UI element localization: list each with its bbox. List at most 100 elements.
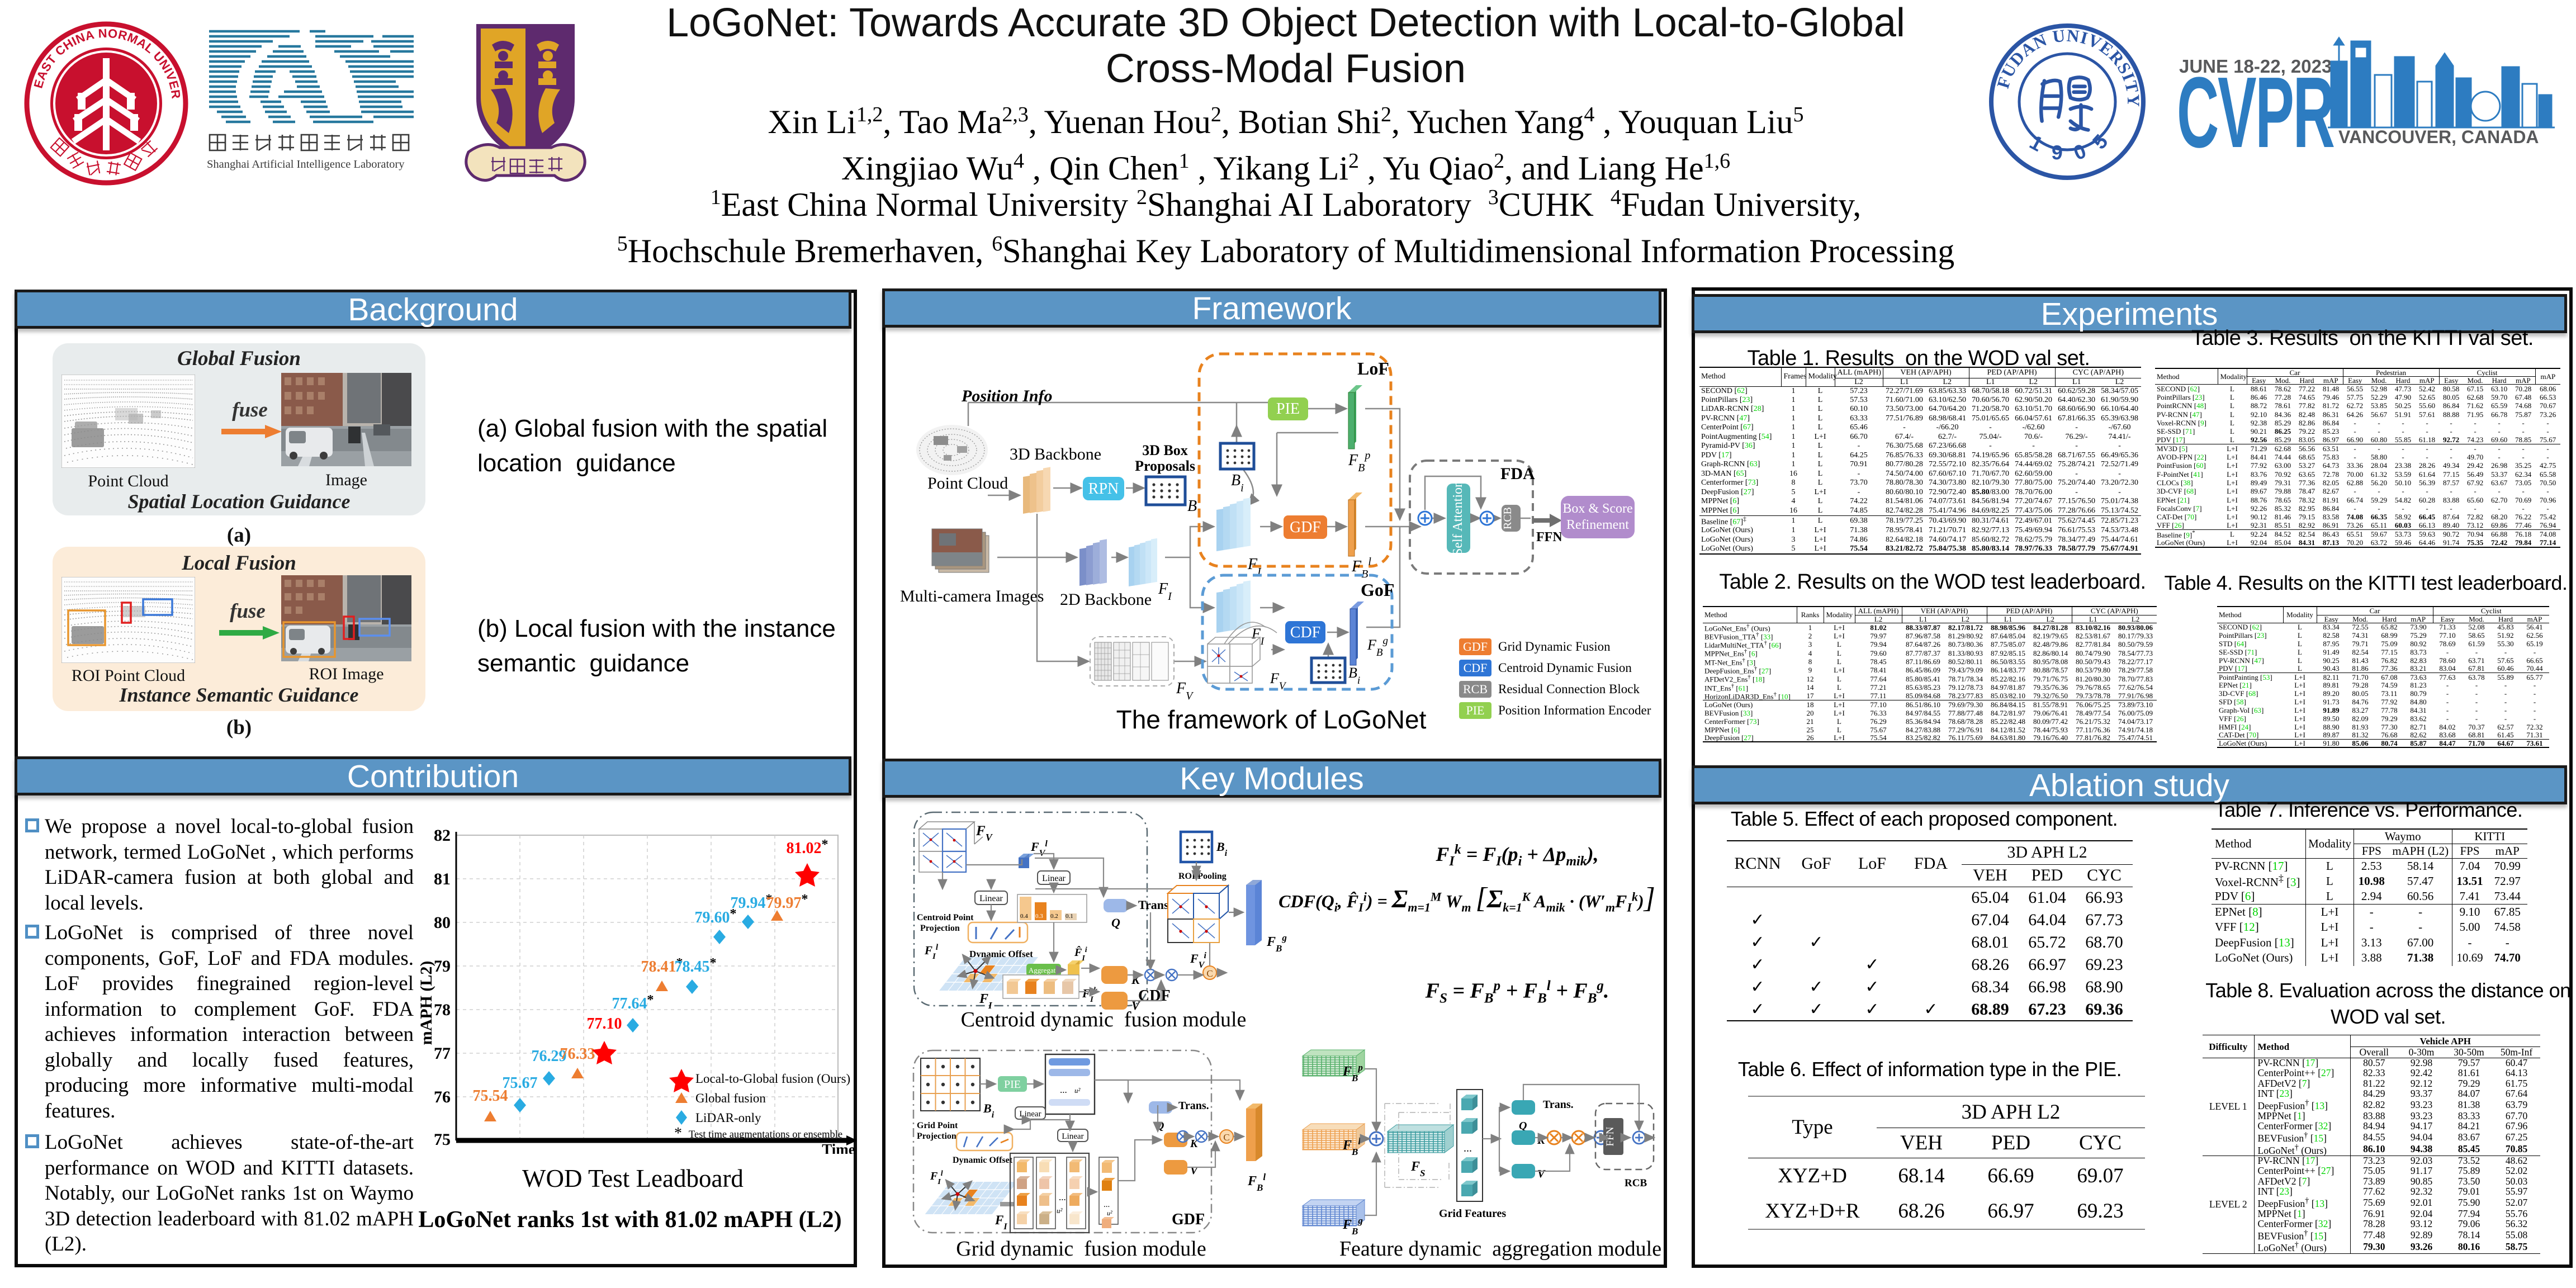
svg-text:GoF: GoF (1361, 580, 1394, 600)
svg-text:Bi: Bi (1231, 472, 1244, 494)
svg-text:Global fusion: Global fusion (695, 1091, 766, 1105)
svg-text:Grid Features: Grid Features (1439, 1208, 1506, 1220)
svg-text:75.67: 75.67 (503, 1074, 538, 1092)
svg-text:LiDAR-only: LiDAR-only (695, 1111, 761, 1125)
svg-text:V: V (1131, 998, 1141, 1012)
svg-text:CVPR: CVPR (2177, 57, 2334, 157)
svg-text:...: ... (1104, 1200, 1110, 1209)
svg-text:RCB: RCB (1463, 682, 1488, 696)
svg-text:FDA: FDA (1500, 465, 1535, 483)
svg-text:0.2: 0.2 (1050, 913, 1058, 920)
svg-text:FIk: FIk (1082, 986, 1098, 1004)
svg-text:3D Backbone: 3D Backbone (1010, 445, 1101, 463)
svg-text:V: V (1190, 1164, 1199, 1177)
svg-text:FBl: FBl (1247, 1172, 1266, 1193)
svg-text:Time: Time (822, 1141, 855, 1154)
svg-text:76: 76 (434, 1088, 451, 1106)
svg-text:77: 77 (434, 1044, 451, 1063)
svg-text:81: 81 (434, 870, 451, 888)
svg-text:Local-to-Global fusion (Ours): Local-to-Global fusion (Ours) (695, 1072, 850, 1086)
svg-text:PIE: PIE (1004, 1078, 1021, 1091)
svg-text:Position Information Encoder: Position Information Encoder (1498, 703, 1651, 717)
svg-text:Grid Dynamic Fusion: Grid Dynamic Fusion (1498, 640, 1611, 654)
svg-text:0.1: 0.1 (1066, 913, 1073, 920)
svg-text:GDF: GDF (1463, 640, 1488, 654)
svg-text:*: * (674, 1125, 682, 1142)
svg-text:Centroid Dynamic Fusion: Centroid Dynamic Fusion (1498, 661, 1632, 675)
svg-text:CDF: CDF (1290, 624, 1320, 641)
svg-text:Self Attention: Self Attention (1451, 481, 1465, 556)
svg-text:79: 79 (434, 957, 451, 976)
svg-text:FFN: FFN (1604, 1126, 1616, 1146)
svg-text:Linear: Linear (1042, 874, 1066, 883)
svg-text:u²: u² (1107, 1209, 1112, 1217)
svg-text:Point Cloud: Point Cloud (927, 474, 1008, 493)
svg-text:GDF: GDF (1290, 519, 1321, 536)
svg-text:75: 75 (434, 1130, 451, 1149)
svg-text:77.10: 77.10 (587, 1015, 622, 1033)
svg-text:78.41*: 78.41* (641, 956, 683, 976)
svg-text:Centroid Point: Centroid Point (917, 913, 974, 922)
svg-text:JUNE 18-22, 2023: JUNE 18-22, 2023 (2179, 56, 2332, 77)
svg-text:C: C (1206, 968, 1213, 979)
svg-text:Projection: Projection (920, 924, 960, 933)
svg-text:PIE: PIE (1276, 400, 1300, 418)
svg-text:RPN: RPN (1088, 480, 1119, 498)
svg-text:FIl: FIl (924, 943, 939, 961)
svg-text:mAPH (L2): mAPH (L2) (417, 961, 435, 1045)
svg-text:Multi-camera Images: Multi-camera Images (900, 587, 1044, 605)
svg-text:77.64*: 77.64* (612, 993, 654, 1012)
svg-text:80: 80 (434, 913, 451, 932)
svg-text:76.29: 76.29 (532, 1048, 567, 1065)
svg-text:FV: FV (1176, 680, 1194, 702)
svg-text:FBg: FBg (1367, 635, 1388, 659)
svg-text:Bi: Bi (983, 1101, 995, 1120)
svg-text:FVl: FVl (1030, 839, 1048, 858)
svg-text:V: V (1537, 1168, 1546, 1180)
svg-text:0.3: 0.3 (1035, 913, 1043, 920)
svg-text:78.45*: 78.45* (675, 956, 717, 976)
svg-text:79.94*: 79.94* (731, 892, 773, 912)
svg-text:RCB: RCB (1625, 1177, 1647, 1189)
svg-text:Refinement: Refinement (1566, 518, 1629, 532)
svg-text:ROI Pooling: ROI Pooling (1178, 872, 1227, 881)
svg-text:Trans.: Trans. (1178, 1100, 1209, 1112)
svg-text:Q: Q (1111, 916, 1120, 930)
svg-text:FI: FI (995, 1213, 1007, 1232)
svg-text:0.4: 0.4 (1020, 913, 1028, 920)
svg-text:Projection: Projection (917, 1131, 956, 1141)
svg-text:Dynamic Offset: Dynamic Offset (953, 1156, 1013, 1165)
svg-text:Test time augmentations or ens: Test time augmentations or ensemble (689, 1129, 842, 1140)
svg-text:82: 82 (434, 826, 451, 845)
svg-text:Aggregate: Aggregate (1029, 966, 1059, 974)
svg-text:FIl: FIl (930, 1169, 943, 1186)
svg-text:78: 78 (434, 1001, 451, 1019)
svg-text:Box & Score: Box & Score (1562, 501, 1632, 516)
svg-text:Trans.: Trans. (1138, 898, 1172, 912)
svg-text:u²: u² (1074, 1086, 1081, 1095)
svg-text:76.33: 76.33 (560, 1045, 595, 1063)
svg-text:Linear: Linear (1019, 1110, 1041, 1119)
svg-text:PIE: PIE (1466, 703, 1485, 717)
svg-text:2D Backbone: 2D Backbone (1060, 590, 1152, 609)
svg-text:Grid Point: Grid Point (917, 1121, 958, 1130)
svg-text:...: ... (1464, 1142, 1472, 1154)
svg-text:Residual Connection Block: Residual Connection Block (1498, 682, 1640, 696)
svg-text:FBg: FBg (1266, 932, 1287, 954)
svg-text:81.02*: 81.02* (787, 837, 828, 857)
svg-text:Trans.: Trans. (1543, 1098, 1574, 1111)
svg-text:79.97*: 79.97* (766, 892, 808, 912)
svg-text:Position Info: Position Info (961, 387, 1053, 405)
svg-text:C: C (1223, 1132, 1229, 1143)
svg-text:FV: FV (976, 823, 993, 843)
svg-text:FBl: FBl (1342, 1136, 1361, 1157)
svg-text:Q: Q (1519, 1120, 1527, 1132)
svg-text:Bi: Bi (1216, 840, 1228, 858)
svg-text:GDF: GDF (1172, 1211, 1205, 1228)
svg-text:FI: FI (1251, 626, 1265, 647)
svg-text:u²: u² (1057, 1206, 1063, 1215)
svg-text:B: B (1187, 498, 1197, 515)
svg-text:79.60*: 79.60* (695, 907, 737, 926)
svg-text:FS: FS (1410, 1159, 1425, 1178)
